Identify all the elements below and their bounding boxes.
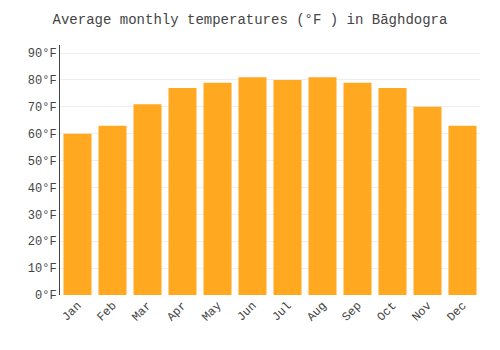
svg-text:70°F: 70°F [28, 101, 57, 115]
svg-text:Sep: Sep [339, 299, 364, 324]
svg-text:40°F: 40°F [28, 182, 57, 196]
svg-text:90°F: 90°F [28, 47, 57, 61]
svg-text:Feb: Feb [94, 299, 119, 324]
svg-text:Mar: Mar [129, 299, 154, 324]
svg-text:Aug: Aug [304, 299, 329, 324]
svg-text:Apr: Apr [164, 299, 189, 324]
svg-text:Jun: Jun [234, 299, 259, 324]
svg-text:Dec: Dec [444, 299, 469, 324]
svg-text:60°F: 60°F [28, 128, 57, 142]
svg-text:Jul: Jul [269, 299, 294, 324]
svg-text:Average monthly temperatures (: Average monthly temperatures (°F ) in Bā… [53, 12, 448, 28]
svg-text:Oct: Oct [374, 299, 399, 324]
svg-text:80°F: 80°F [28, 74, 57, 88]
svg-text:Jan: Jan [59, 299, 84, 324]
svg-text:10°F: 10°F [28, 262, 57, 276]
svg-text:30°F: 30°F [28, 209, 57, 223]
svg-text:May: May [199, 299, 224, 324]
svg-text:Nov: Nov [409, 299, 434, 324]
svg-text:50°F: 50°F [28, 155, 57, 169]
svg-text:20°F: 20°F [28, 235, 57, 249]
svg-text:0°F: 0°F [35, 289, 57, 303]
